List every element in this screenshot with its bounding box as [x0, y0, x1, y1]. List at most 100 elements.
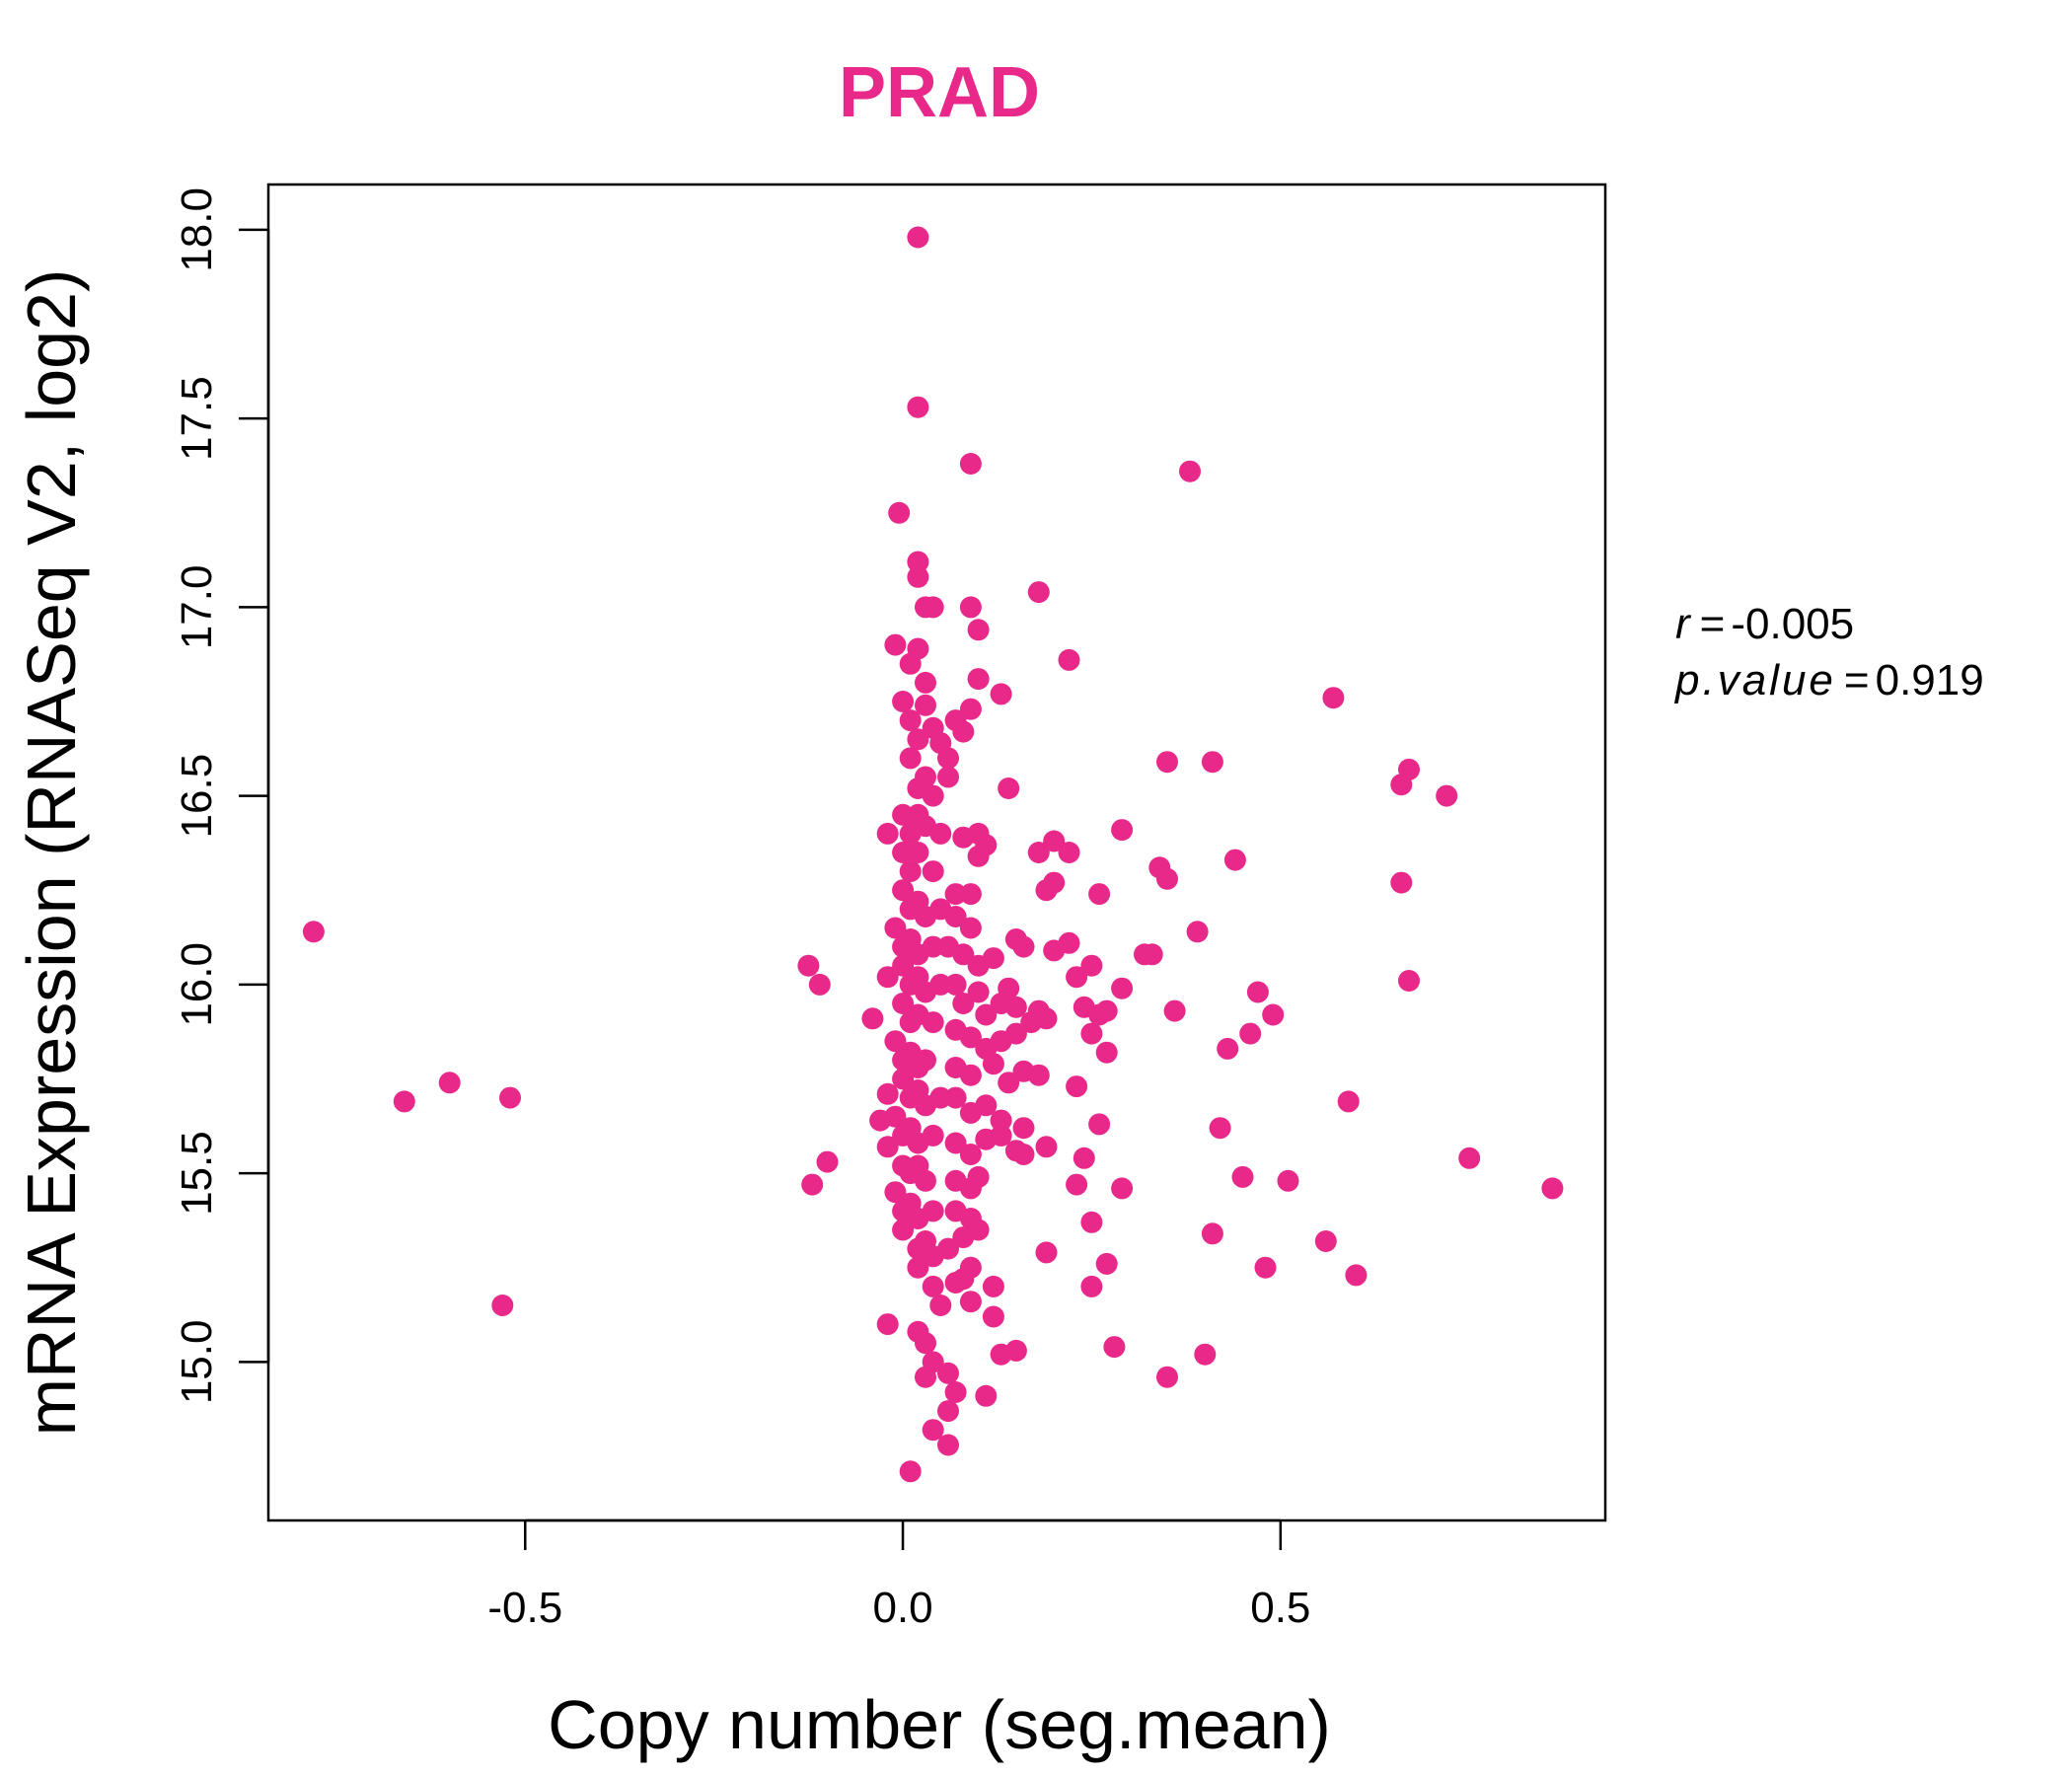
r-value: -0.005: [1731, 600, 1854, 648]
data-point: [937, 1362, 959, 1384]
data-point: [876, 1313, 899, 1336]
data-point: [1088, 1113, 1111, 1136]
data-point: [922, 1275, 944, 1297]
data-point: [1004, 1339, 1027, 1362]
data-point: [1246, 981, 1269, 1003]
data-point: [1186, 921, 1209, 943]
data-point: [922, 1124, 944, 1147]
data-point: [302, 921, 325, 943]
data-point: [1043, 871, 1066, 894]
data-point: [907, 728, 929, 751]
data-point: [1314, 1230, 1337, 1252]
data-point: [1043, 830, 1066, 852]
data-point: [876, 1082, 899, 1105]
data-point: [915, 1049, 936, 1072]
data-point: [915, 694, 936, 716]
data-point: [915, 1366, 936, 1388]
data-point: [1398, 970, 1420, 992]
data-point: [907, 842, 929, 863]
x-axis: -0.5 0.0 0.5: [487, 1518, 1310, 1632]
data-point: [915, 671, 936, 694]
data-point: [1012, 1117, 1035, 1140]
data-point: [967, 1165, 990, 1188]
data-point: [1390, 871, 1413, 894]
data-point: [1080, 954, 1103, 977]
data-point: [1111, 1177, 1134, 1200]
data-point: [937, 747, 959, 770]
data-point: [1201, 751, 1223, 774]
data-point: [1095, 1252, 1118, 1275]
data-point: [990, 1109, 1012, 1132]
data-point: [959, 1026, 982, 1049]
data-point: [892, 954, 915, 977]
data-point: [876, 966, 899, 989]
data-point: [937, 1237, 959, 1260]
data-point: [990, 683, 1012, 705]
data-point: [1436, 784, 1458, 807]
data-point: [808, 973, 831, 996]
data-point: [1223, 849, 1246, 871]
data-point: [922, 1419, 944, 1442]
data-point: [1156, 867, 1178, 890]
data-point: [1231, 1165, 1254, 1188]
data-point: [907, 396, 929, 418]
data-point: [884, 1105, 907, 1128]
data-point: [959, 698, 982, 720]
data-point: [816, 1150, 839, 1173]
data-point: [438, 1072, 461, 1094]
data-point: [922, 596, 944, 619]
data-point: [922, 784, 944, 807]
data-point: [1073, 1147, 1095, 1169]
data-point: [1217, 1037, 1239, 1060]
data-point: [1239, 1022, 1262, 1045]
data-point: [967, 619, 990, 641]
data-point: [884, 917, 907, 939]
data-point: [1163, 999, 1186, 1022]
data-point: [959, 1144, 982, 1165]
data-point: [915, 1169, 936, 1192]
data-point: [907, 226, 929, 249]
data-point: [1080, 1022, 1103, 1045]
data-point: [892, 879, 915, 902]
x-tick-label: 0.0: [872, 1584, 932, 1632]
data-point: [944, 1272, 967, 1294]
p-label: p.value: [1673, 656, 1836, 704]
data-point: [975, 1094, 998, 1117]
data-point: [952, 993, 975, 1014]
data-point: [1058, 931, 1080, 954]
x-axis-title: Copy number (seg.mean): [548, 1686, 1331, 1763]
data-point: [959, 917, 982, 939]
data-point: [944, 1381, 967, 1403]
y-axis: 15.0 15.5 16.0 16.5 17.0 17.5 18.0: [173, 187, 270, 1405]
data-point: [1254, 1256, 1277, 1279]
data-point: [907, 551, 929, 573]
data-point: [1035, 1007, 1058, 1030]
data-point: [1058, 648, 1080, 671]
data-point: [499, 1086, 521, 1109]
data-point: [1027, 581, 1050, 604]
data-point: [1322, 687, 1345, 709]
data-point: [801, 1173, 824, 1196]
data-point: [892, 803, 915, 826]
data-point: [959, 596, 982, 619]
y-tick-label: 15.0: [173, 1320, 221, 1405]
y-axis-title: mRNA Expression (RNASeq V2, log2): [13, 269, 90, 1437]
data-point: [982, 1305, 1004, 1328]
points-layer: [302, 226, 1564, 1483]
data-point: [393, 1090, 415, 1113]
data-point: [929, 822, 952, 845]
data-point: [899, 1460, 922, 1483]
data-point: [944, 1132, 967, 1154]
data-point: [892, 1068, 915, 1090]
data-point: [1337, 1090, 1360, 1113]
data-point: [1209, 1117, 1231, 1140]
data-point: [952, 943, 975, 966]
data-point: [937, 1434, 959, 1456]
data-point: [1262, 1003, 1285, 1026]
data-point: [1111, 819, 1134, 842]
data-point: [959, 453, 982, 475]
data-point: [929, 1295, 952, 1316]
data-point: [959, 883, 982, 906]
data-point: [922, 935, 944, 958]
data-point: [884, 1030, 907, 1053]
